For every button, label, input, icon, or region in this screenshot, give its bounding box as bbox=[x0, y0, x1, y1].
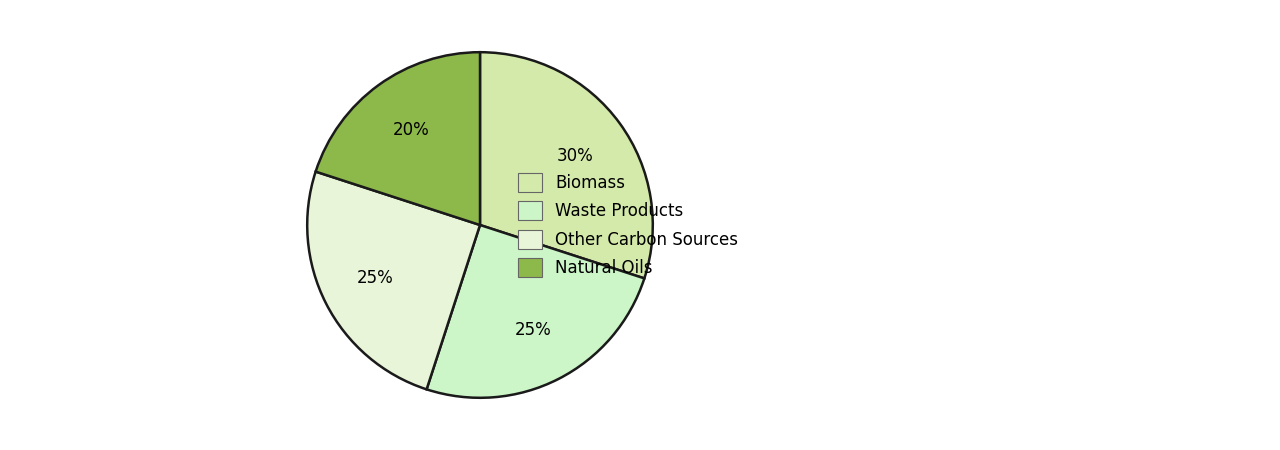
Text: 25%: 25% bbox=[357, 270, 394, 288]
Wedge shape bbox=[307, 171, 480, 389]
Text: 25%: 25% bbox=[515, 321, 552, 339]
Text: 20%: 20% bbox=[393, 121, 429, 139]
Legend: Biomass, Waste Products, Other Carbon Sources, Natural Oils: Biomass, Waste Products, Other Carbon So… bbox=[509, 164, 746, 286]
Text: 30%: 30% bbox=[557, 147, 594, 165]
Wedge shape bbox=[426, 225, 644, 398]
Wedge shape bbox=[316, 52, 480, 225]
Wedge shape bbox=[480, 52, 653, 279]
